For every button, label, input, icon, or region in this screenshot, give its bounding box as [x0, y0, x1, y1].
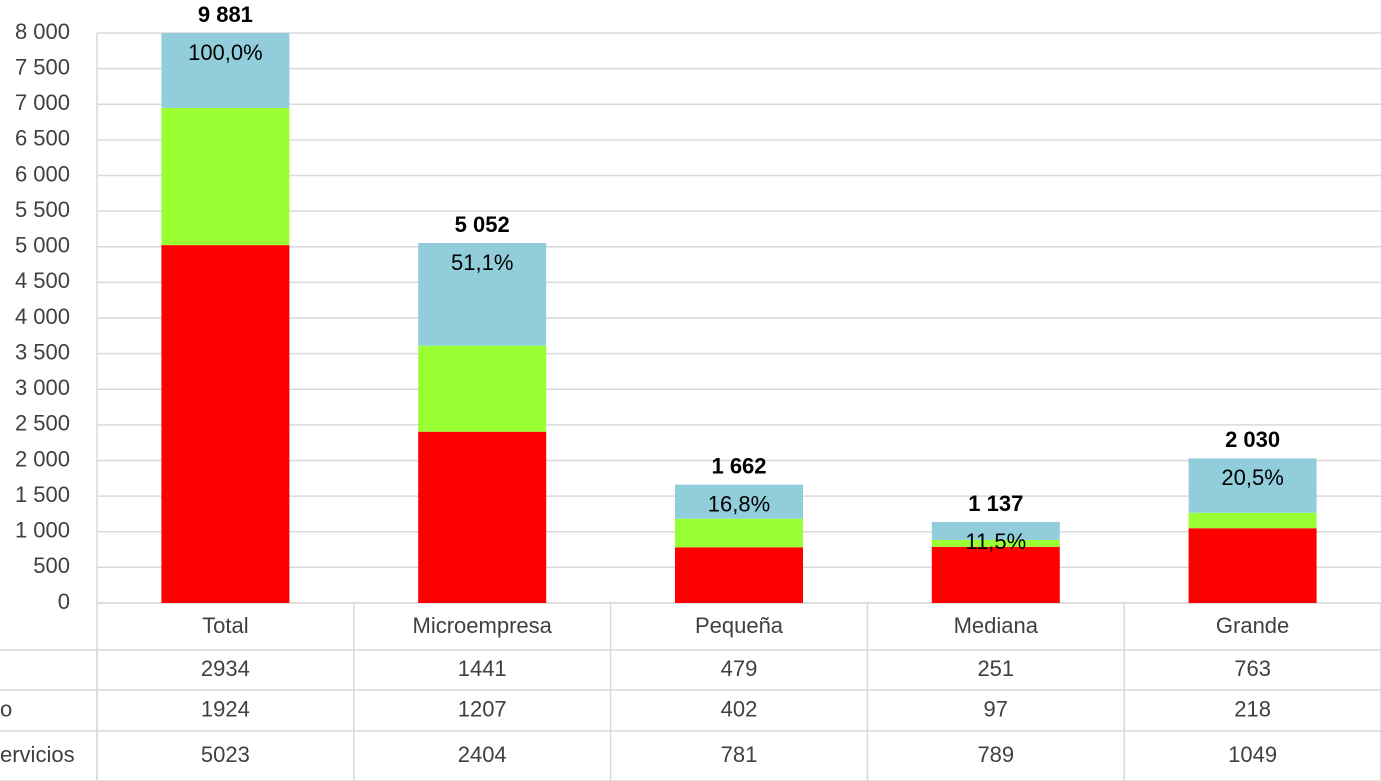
bar-segment	[675, 484, 803, 519]
bar-segment	[418, 431, 547, 603]
table-cell: 2404	[458, 742, 507, 767]
bar-segment	[161, 108, 290, 246]
bar-segment	[1188, 528, 1317, 603]
y-tick-label: 3 000	[15, 375, 70, 400]
grid: 0 500 1 000 1 500 2 000 2 500 3 000 3 500 4 000 4…	[0, 19, 1381, 781]
bar-segment	[931, 521, 1060, 540]
y-tick-label: 3 500	[15, 339, 70, 364]
bar-segment	[1188, 512, 1317, 529]
total-label: 1 137	[968, 491, 1023, 516]
bar-segment	[931, 546, 1060, 603]
table-cell: 251	[977, 656, 1014, 681]
bar-segment	[161, 33, 290, 109]
y-tick-label: 8 000	[15, 19, 70, 44]
y-tick-label: 2 500	[15, 411, 70, 436]
bar-segment	[675, 547, 803, 603]
y-tick-label: 500	[33, 553, 70, 578]
total-label: 1 662	[711, 453, 766, 478]
table-cell: 5023	[201, 742, 250, 767]
y-tick-label: 6 500	[15, 126, 70, 151]
total-label: 2 030	[1225, 427, 1280, 452]
y-tick-label: 2 000	[15, 446, 70, 471]
x-tick-label: Microempresa	[413, 613, 553, 638]
y-tick-label: 7 000	[15, 90, 70, 115]
y-tick-label: 1 500	[15, 482, 70, 507]
y-tick-label: 6 000	[15, 161, 70, 186]
x-tick-label: Total	[202, 613, 248, 638]
bar-segment	[1188, 458, 1317, 513]
share-label: 51,1%	[451, 250, 513, 275]
table-cell: 2934	[201, 656, 250, 681]
bar-segment	[675, 518, 803, 548]
legend-label: ervicios	[0, 742, 75, 767]
total-label: 9 881	[198, 2, 253, 27]
bar-segment	[418, 243, 547, 346]
share-label: 11,5%	[965, 529, 1026, 554]
x-tick-label: Mediana	[954, 613, 1039, 638]
table-cell: 763	[1234, 656, 1271, 681]
y-tick-label: 5 500	[15, 197, 70, 222]
x-tick-label: Pequeña	[695, 613, 784, 638]
y-tick-label: 5 000	[15, 233, 70, 258]
total-label: 5 052	[455, 212, 510, 237]
bar-segment	[418, 345, 547, 432]
share-label: 16,8%	[708, 491, 770, 516]
x-tick-label: Grande	[1216, 613, 1289, 638]
y-tick-label: 0	[58, 589, 70, 614]
bar-segment	[161, 245, 290, 603]
table-cell: 781	[721, 742, 758, 767]
labels: 9 881 100,0% 5 052 51,1% 1 662 16,8% 1 137 11,5…	[188, 2, 1284, 554]
share-label: 100,0%	[188, 40, 263, 65]
bars	[161, 33, 1317, 603]
table-cell: 402	[721, 696, 758, 721]
table-cell: 97	[984, 696, 1008, 721]
table-cell: 479	[721, 656, 758, 681]
share-label: 20,5%	[1221, 465, 1283, 490]
y-tick-label: 4 000	[15, 304, 70, 329]
table-cell: 789	[977, 742, 1014, 767]
legend-label: o	[0, 696, 12, 721]
table-cell: 218	[1234, 696, 1271, 721]
table-cell: 1049	[1228, 742, 1277, 767]
y-tick-label: 7 500	[15, 54, 70, 79]
table-cell: 1207	[458, 696, 507, 721]
table-cell: 1441	[458, 656, 507, 681]
bar-segment	[931, 539, 1060, 547]
table-cell: 1924	[201, 696, 250, 721]
y-tick-label: 4 500	[15, 268, 70, 293]
y-tick-label: 1 000	[15, 518, 70, 543]
